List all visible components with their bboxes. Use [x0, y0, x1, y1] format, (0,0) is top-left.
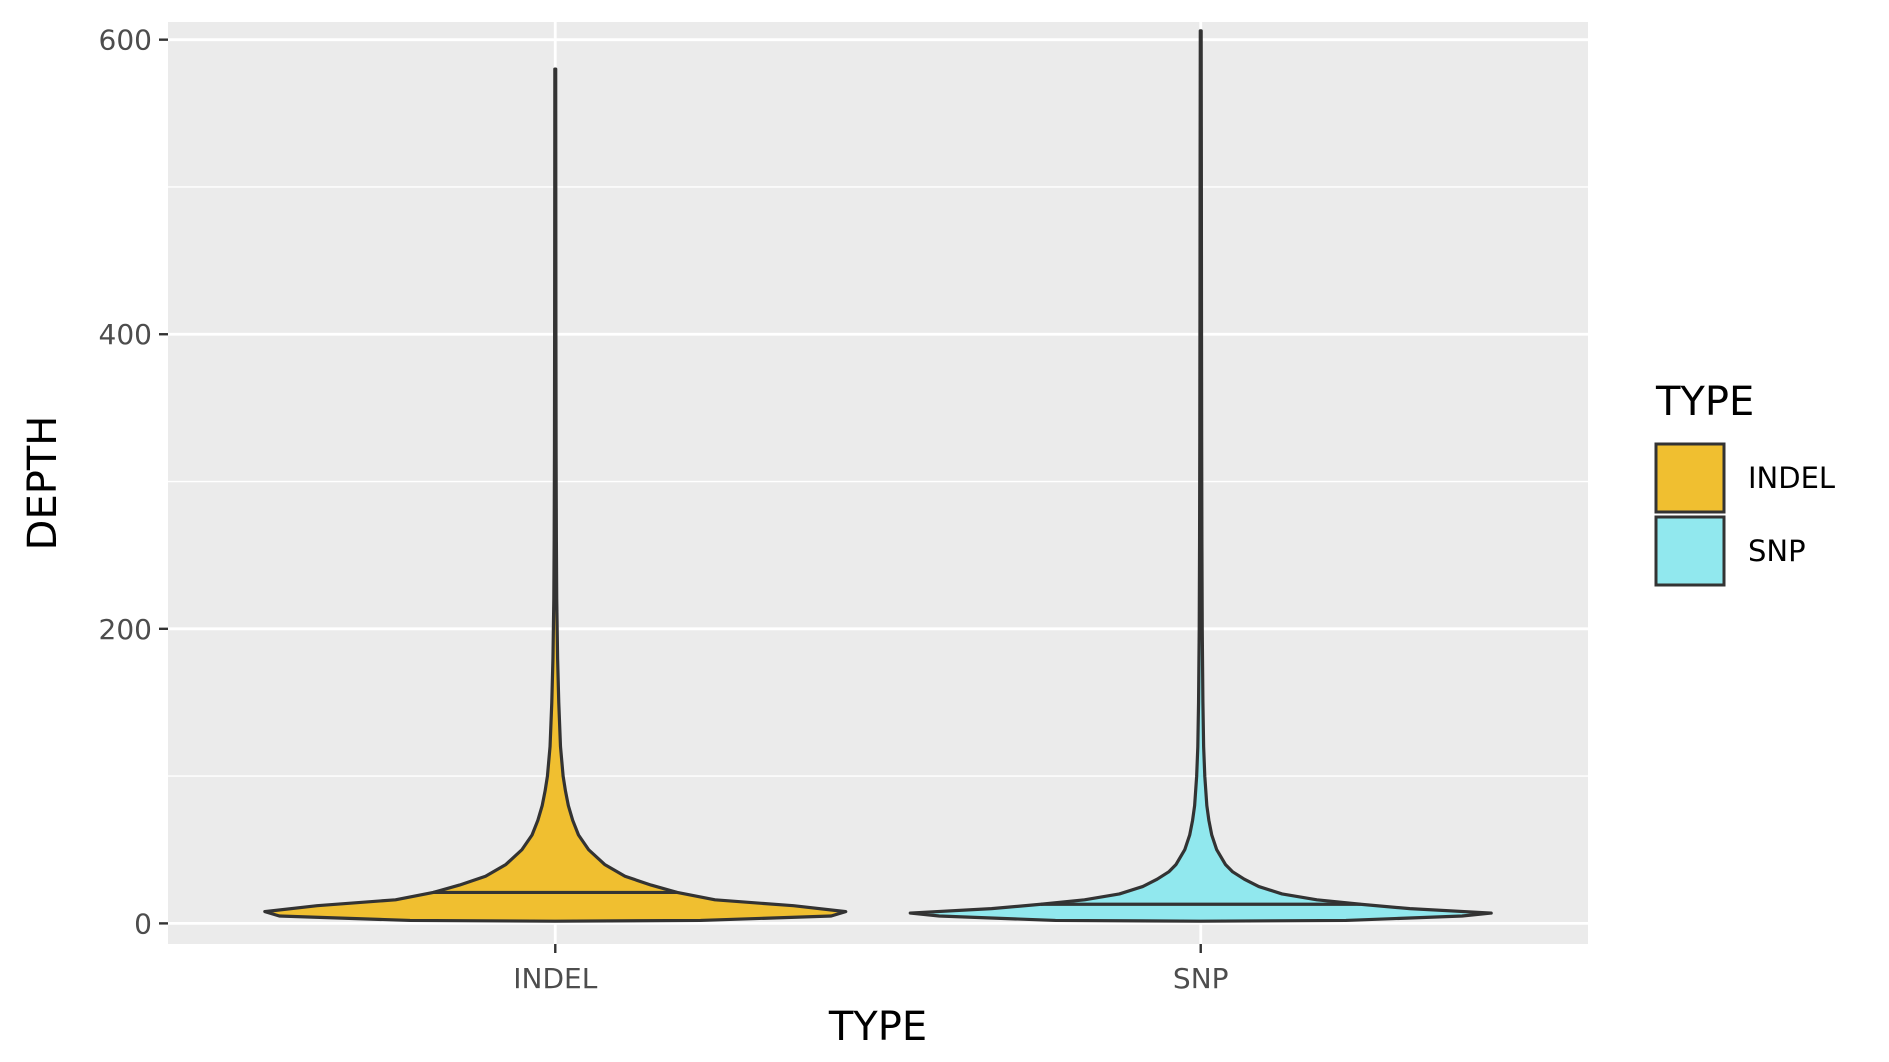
legend-title: TYPE [1655, 379, 1754, 425]
grid-minor [168, 186, 1588, 777]
x-axis: INDEL SNP [513, 944, 1229, 995]
y-tick-label: 0 [134, 907, 152, 940]
y-tick-label: 600 [99, 24, 152, 57]
legend-label-indel: INDEL [1748, 461, 1835, 495]
plot-background [168, 22, 1588, 944]
x-axis-title: TYPE [828, 1004, 927, 1050]
legend-key-indel [1654, 442, 1726, 514]
x-tick-label: INDEL [513, 962, 597, 995]
y-axis: 0 200 400 600 [99, 24, 168, 940]
violin-indel [263, 67, 848, 923]
violin-snp [908, 29, 1493, 923]
legend-label-snp: SNP [1748, 534, 1806, 568]
legend: TYPE INDEL SNP [1654, 379, 1835, 587]
violins [263, 29, 1493, 923]
y-tick-label: 200 [99, 613, 152, 646]
y-axis-title: DEPTH [20, 416, 66, 551]
y-tick-label: 400 [99, 318, 152, 351]
legend-key-snp [1654, 515, 1726, 587]
x-tick-label: SNP [1173, 962, 1229, 995]
